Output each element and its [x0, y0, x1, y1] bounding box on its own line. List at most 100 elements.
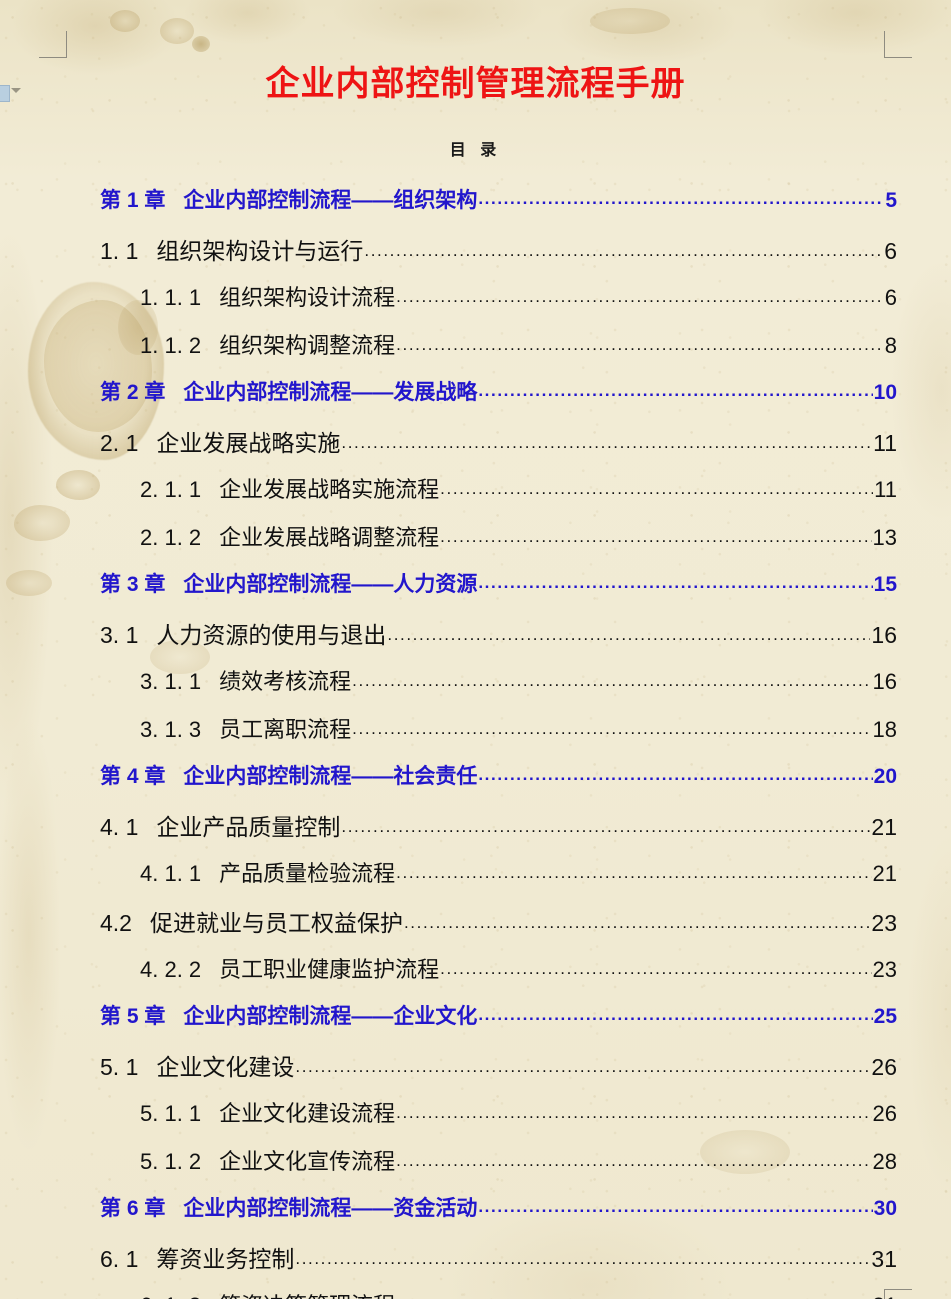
toc-entry[interactable]: 6. 1 筹资业务控制..............................…	[0, 1240, 951, 1288]
toc-dot-leader: ........................................…	[440, 960, 871, 977]
toc-entry-page-number: 16	[871, 622, 897, 648]
toc-entry-title: 企业文化建设流程	[219, 1101, 396, 1126]
toc-entry-title: 企业文化宣传流程	[219, 1149, 396, 1174]
toc-entry-number: 2. 1	[100, 430, 139, 456]
toc-dot-leader: ........................................…	[478, 382, 872, 399]
toc-dot-leader: ........................................…	[341, 818, 870, 835]
toc-entry-page-number: 21	[872, 861, 897, 886]
toc-entry[interactable]: 4. 1 企业产品质量控制............................…	[0, 808, 951, 856]
toc-entry[interactable]: 4.2 促进就业与员工权益保护..........................…	[0, 904, 951, 952]
toc-entry-page-number: 6	[884, 238, 897, 264]
toc-entry-page-number: 16	[872, 669, 897, 694]
toc-entry-title: 企业文化建设	[156, 1054, 295, 1080]
toc-entry-label: 第 5 章企业内部控制流程——企业文化	[100, 1000, 477, 1030]
toc-entry-label: 第 3 章企业内部控制流程——人力资源	[100, 568, 477, 598]
toc-entry-label: 第 2 章企业内部控制流程——发展战略	[100, 376, 477, 406]
toc-entry-label: 6. 1. 3 筹资决策管理流程	[140, 1288, 395, 1299]
toc-entry-number: 4. 2. 2	[140, 957, 202, 982]
toc-dot-leader: ........................................…	[440, 480, 873, 497]
toc-entry-number: 3. 1. 1	[140, 669, 202, 694]
toc-entry-number: 4. 1. 1	[140, 861, 202, 886]
toc-entry-label: 1. 1. 1 组织架构设计流程	[140, 280, 395, 312]
toc-dot-leader: ........................................…	[396, 1152, 871, 1169]
toc-entry-title: 企业内部控制流程——社会责任	[183, 765, 478, 788]
toc-entry[interactable]: 第 5 章企业内部控制流程——企业文化.....................…	[0, 1000, 951, 1048]
toc-entry-page-number: 15	[873, 573, 897, 596]
toc-entry-number: 第 3 章	[100, 573, 166, 596]
toc-dot-leader: ........................................…	[352, 672, 871, 689]
toc-entry[interactable]: 3. 1. 1 绩效考核流程...........................…	[0, 664, 951, 712]
toc-dot-leader: ........................................…	[295, 1250, 871, 1267]
toc-entry-label: 1. 1 组织架构设计与运行	[100, 232, 363, 266]
toc-entry-title: 组织架构设计流程	[219, 285, 396, 310]
toc-entry-title: 企业发展战略实施	[156, 430, 341, 456]
toc-dot-leader: ........................................…	[396, 1296, 871, 1299]
toc-entry[interactable]: 1. 1. 2 组织架构调整流程.........................…	[0, 328, 951, 376]
toc-dot-leader: ........................................…	[478, 1198, 872, 1215]
toc-entry-label: 3. 1. 3 员工离职流程	[140, 712, 351, 744]
toc-entry-title: 企业发展战略调整流程	[219, 525, 440, 550]
toc-entry-number: 第 5 章	[100, 1005, 166, 1028]
toc-entry-page-number: 13	[872, 525, 897, 550]
toc-entry-number: 5. 1. 2	[140, 1149, 202, 1174]
toc-entry-title: 筹资业务控制	[156, 1246, 295, 1272]
toc-entry-page-number: 30	[873, 1197, 897, 1220]
toc-dot-leader: ........................................…	[396, 288, 884, 305]
toc-entry-number: 第 6 章	[100, 1197, 166, 1220]
toc-entry-number: 3. 1	[100, 622, 139, 648]
toc-entry-page-number: 20	[873, 765, 897, 788]
toc-entry-label: 5. 1. 1 企业文化建设流程	[140, 1096, 395, 1128]
toc-entry[interactable]: 5. 1 企业文化建设..............................…	[0, 1048, 951, 1096]
toc-dot-leader: ........................................…	[478, 1006, 872, 1023]
toc-entry-label: 3. 1 人力资源的使用与退出	[100, 616, 386, 650]
toc-entry-number: 第 1 章	[100, 189, 166, 212]
toc-dot-leader: ........................................…	[396, 336, 884, 353]
toc-heading: 目 录	[449, 142, 502, 159]
toc-entry-label: 4. 2. 2 员工职业健康监护流程	[140, 952, 439, 984]
toc-entry[interactable]: 4. 2. 2 员工职业健康监护流程.......................…	[0, 952, 951, 1000]
toc-entry-title: 人力资源的使用与退出	[156, 622, 387, 648]
toc-entry-title: 促进就业与员工权益保护	[149, 910, 403, 936]
toc-entry[interactable]: 1. 1 组织架构设计与运行...........................…	[0, 232, 951, 280]
toc-entry-number: 5. 1	[100, 1054, 139, 1080]
toc-entry[interactable]: 2. 1 企业发展战略实施............................…	[0, 424, 951, 472]
toc-entry-label: 3. 1. 1 绩效考核流程	[140, 664, 351, 696]
toc-entry[interactable]: 3. 1. 3 员工离职流程...........................…	[0, 712, 951, 760]
toc-entry[interactable]: 4. 1. 1 产品质量检验流程.........................…	[0, 856, 951, 904]
toc-entry-number: 6. 1. 3	[140, 1293, 201, 1299]
toc-entry-title: 企业内部控制流程——企业文化	[183, 1005, 478, 1028]
toc-entry-title: 企业产品质量控制	[156, 814, 341, 840]
toc-entry[interactable]: 3. 1 人力资源的使用与退出..........................…	[0, 616, 951, 664]
toc-entry-number: 4.2	[100, 910, 132, 936]
toc-entry-number: 第 4 章	[100, 765, 166, 788]
toc-entry-title: 绩效考核流程	[219, 669, 352, 694]
toc-entry-page-number: 18	[872, 717, 897, 742]
toc-entry[interactable]: 第 3 章企业内部控制流程——人力资源.....................…	[0, 568, 951, 616]
toc-entry[interactable]: 第 2 章企业内部控制流程——发展战略.....................…	[0, 376, 951, 424]
toc-entry[interactable]: 2. 1. 1 企业发展战略实施流程.......................…	[0, 472, 951, 520]
toc-dot-leader: ........................................…	[396, 864, 871, 881]
toc-entry[interactable]: 2. 1. 2 企业发展战略调整流程.......................…	[0, 520, 951, 568]
toc-entry-number: 3. 1. 3	[140, 717, 202, 742]
toc-entry[interactable]: 第 4 章企业内部控制流程——社会责任.....................…	[0, 760, 951, 808]
toc-entry-page-number: 8	[884, 333, 897, 358]
toc-entry[interactable]: 6. 1. 3 筹资决策管理流程.........................…	[0, 1288, 951, 1299]
toc-entry-title: 员工职业健康监护流程	[219, 957, 440, 982]
toc-entry-page-number: 28	[872, 1149, 897, 1174]
toc-entry[interactable]: 第 1 章企业内部控制流程——组织架构.....................…	[0, 184, 951, 232]
toc-entry[interactable]: 5. 1. 1 企业文化建设流程.........................…	[0, 1096, 951, 1144]
toc-dot-leader: ........................................…	[440, 528, 871, 545]
toc-dot-leader: ........................................…	[396, 1104, 871, 1121]
toc-entry-number: 6. 1	[100, 1246, 139, 1272]
toc-entry-title: 产品质量检验流程	[219, 861, 396, 886]
toc-entry[interactable]: 5. 1. 2 企业文化宣传流程.........................…	[0, 1144, 951, 1192]
toc-entry-title: 筹资决策管理流程	[219, 1293, 395, 1299]
toc-entry-title: 企业内部控制流程——发展战略	[183, 381, 478, 404]
toc-entry[interactable]: 1. 1. 1 组织架构设计流程.........................…	[0, 280, 951, 328]
toc-entry-label: 6. 1 筹资业务控制	[100, 1240, 294, 1274]
toc-entry-number: 2. 1. 2	[140, 525, 202, 550]
toc-entry[interactable]: 第 6 章企业内部控制流程——资金活动.....................…	[0, 1192, 951, 1240]
toc-entry-label: 第 6 章企业内部控制流程——资金活动	[100, 1192, 477, 1222]
toc-dot-leader: ........................................…	[478, 766, 872, 783]
toc-list: 第 1 章企业内部控制流程——组织架构.....................…	[0, 184, 951, 1299]
